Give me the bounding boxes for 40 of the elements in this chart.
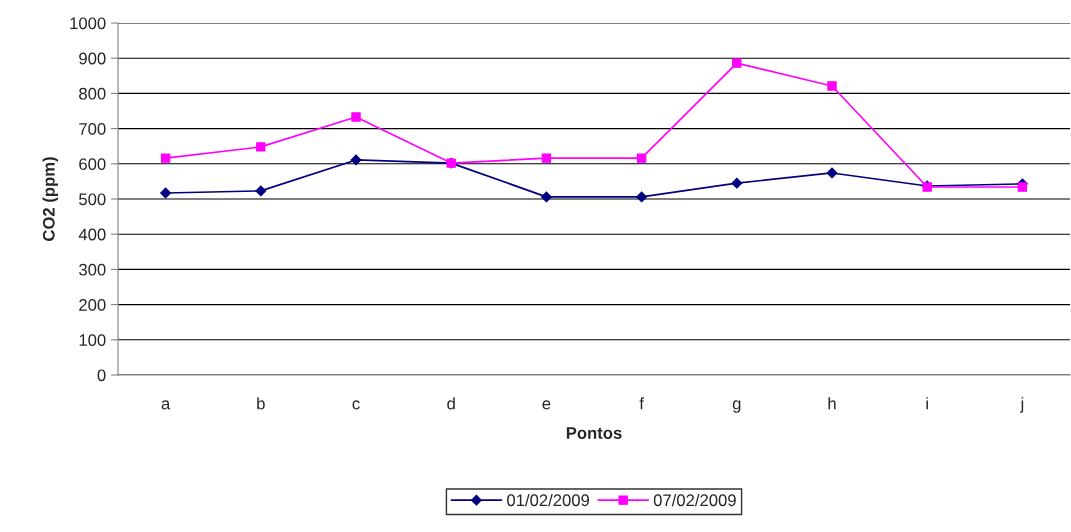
y-tick-label: 100 [79, 334, 106, 346]
x-tick-label: f [639, 397, 644, 410]
point [732, 58, 742, 68]
point [541, 153, 552, 163]
x-tick-label: h [828, 397, 836, 410]
x-tick-label: g [732, 400, 741, 413]
x-tick-label: b [257, 397, 265, 410]
y-tick-label: 600 [79, 158, 106, 170]
point [350, 154, 362, 166]
y-tick-label: 900 [79, 52, 106, 65]
x-tick-label: e [542, 400, 551, 410]
y-axis-title: CO2 (ppm) [42, 157, 59, 241]
y-tick-label: 500 [79, 193, 106, 206]
point [160, 153, 171, 163]
x-tick-label: c [352, 400, 360, 410]
point [827, 81, 837, 91]
x-tick-label: j [1020, 397, 1024, 413]
x-tick-label: d [447, 397, 455, 410]
point [731, 177, 743, 189]
y-tick-label: 800 [79, 87, 106, 100]
point [1017, 182, 1028, 192]
point [826, 167, 838, 179]
x-tick-label: i [926, 397, 928, 410]
x-tick-label: a [161, 400, 171, 410]
point [255, 185, 267, 197]
point [540, 191, 552, 203]
legend-label: 07/02/2009 [653, 493, 736, 507]
point [636, 153, 647, 163]
point [636, 191, 648, 203]
point [351, 112, 361, 122]
x-axis-title: Pontos [566, 427, 622, 439]
y-tick-label: 300 [79, 263, 106, 276]
point [160, 187, 172, 199]
y-tick-label: 200 [79, 299, 106, 311]
y-tick-label: 400 [78, 228, 106, 241]
point [256, 142, 266, 152]
y-tick-label: 0 [97, 369, 106, 382]
y-tick-label: 700 [79, 123, 106, 135]
legend-label: 01/02/2009 [507, 493, 590, 507]
y-tick-label: 1000 [70, 17, 106, 30]
